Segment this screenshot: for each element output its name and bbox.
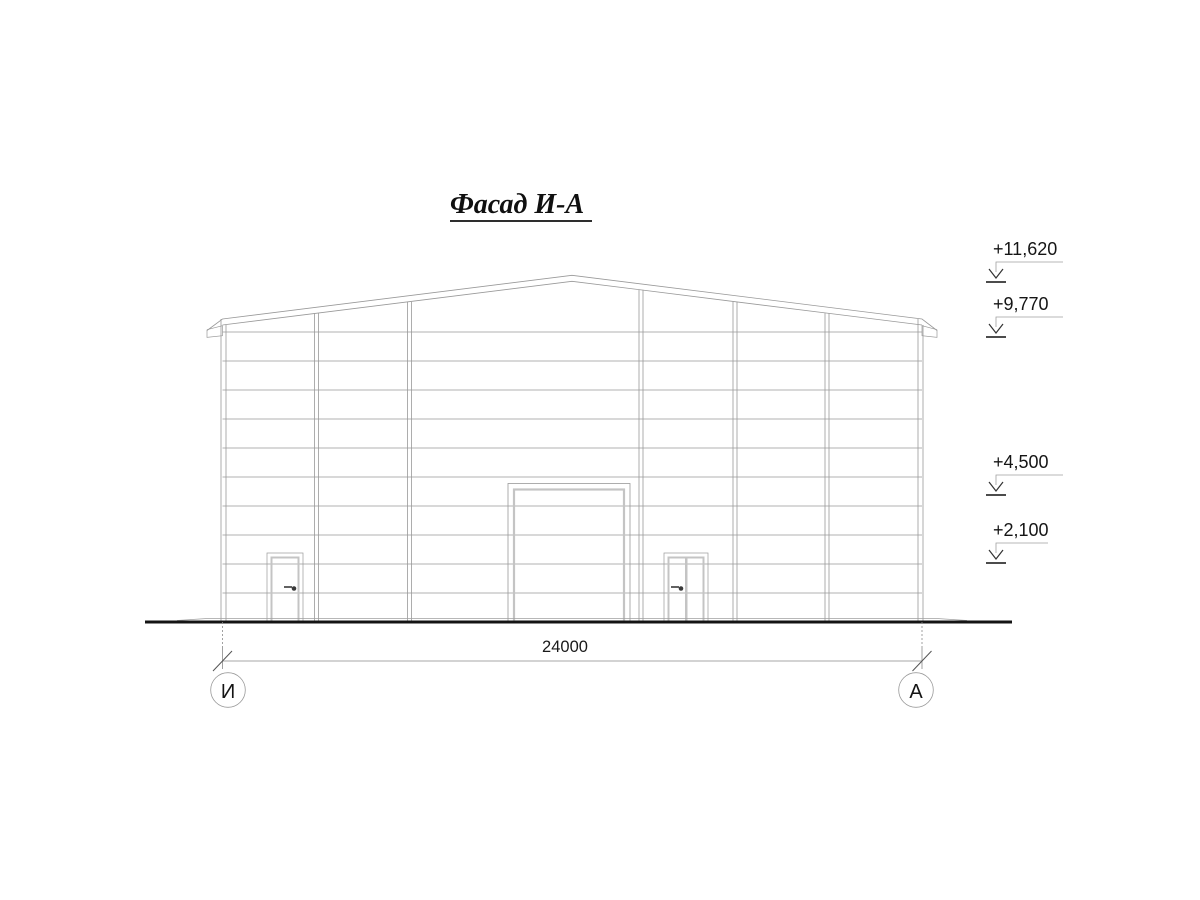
- svg-text:Фасад И-А: Фасад И-А: [450, 189, 584, 220]
- svg-text:A: A: [909, 681, 923, 703]
- svg-text:+4,500: +4,500: [993, 452, 1049, 472]
- svg-text:+11,620: +11,620: [993, 239, 1057, 259]
- svg-text:И: И: [221, 681, 235, 703]
- svg-text:+2,100: +2,100: [993, 520, 1049, 540]
- svg-text:+9,770: +9,770: [993, 294, 1049, 314]
- svg-text:24000: 24000: [542, 638, 588, 656]
